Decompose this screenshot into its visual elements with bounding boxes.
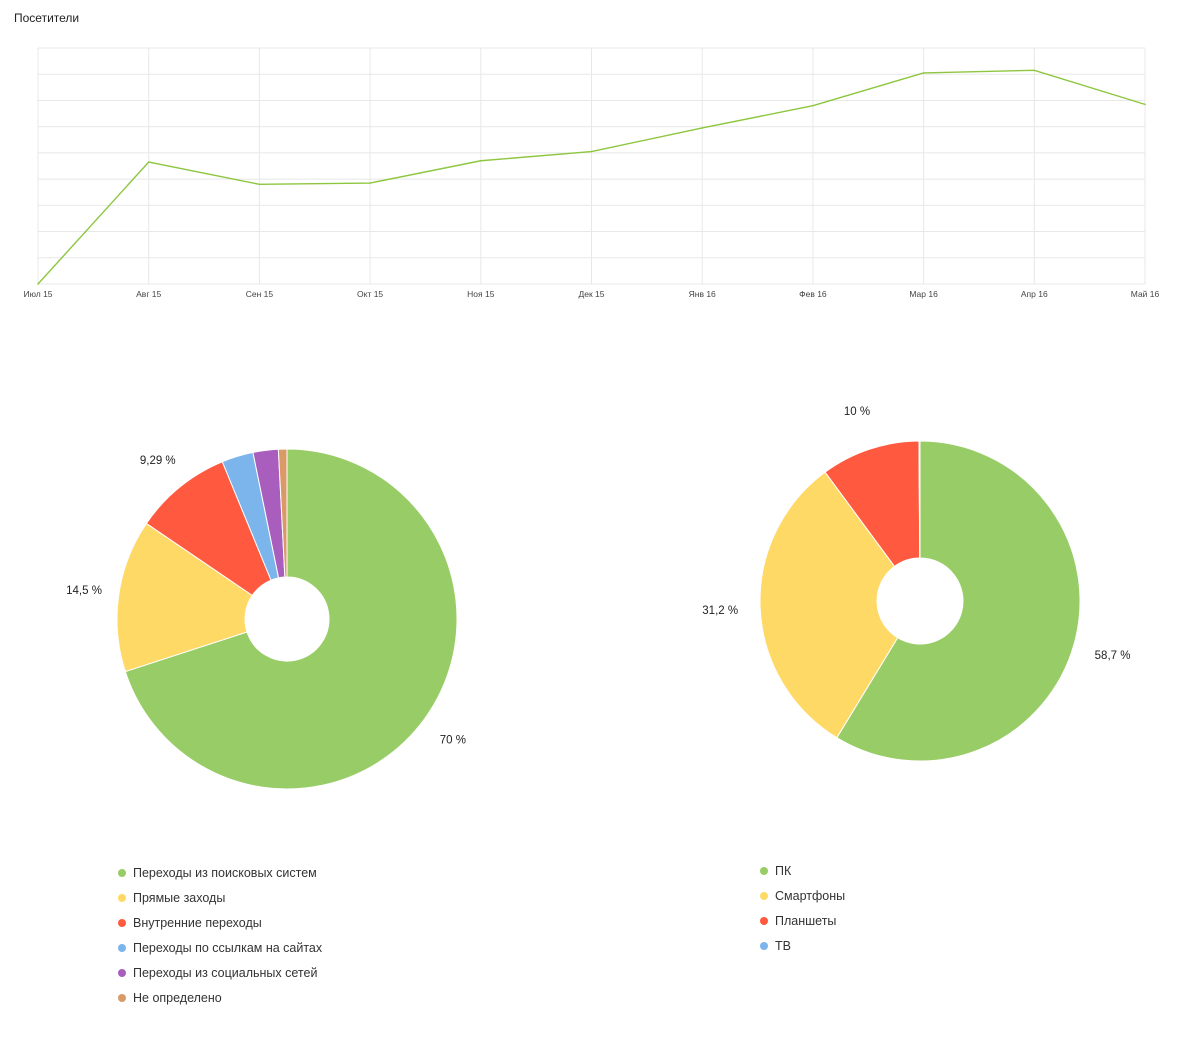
visitors-line-chart: Июл 15 Авг 15 Сен 15 Окт 15 Ноя 15 Дек 15 Янв … (23, 47, 1160, 299)
slice-label: 70 % (440, 734, 466, 746)
data-point (922, 72, 925, 74)
data-point (701, 127, 703, 129)
slice-label: 9,29 % (140, 455, 176, 467)
data-point (258, 183, 261, 186)
pie-slice (145, 461, 272, 597)
data-point (480, 159, 482, 162)
legend-item[interactable]: ТВ (760, 933, 845, 958)
slice-label: 31,2 % (702, 605, 738, 617)
x-tick-label: Авг 15 (136, 289, 161, 299)
legend-dot (118, 918, 126, 927)
x-tick-label: Дек 15 (578, 289, 604, 299)
page-title: Посетители (14, 11, 80, 25)
legend-label: Планшеты (775, 913, 837, 928)
legend-label: ТВ (775, 938, 791, 953)
legend-dot (118, 968, 126, 977)
data-point (1033, 69, 1036, 72)
legend-label: Смартфоны (775, 888, 846, 903)
legend-dot (118, 893, 126, 902)
x-tick-label: Сен 15 (246, 289, 274, 299)
legend-item[interactable]: Переходы из поисковых систем (118, 860, 322, 885)
slice-label: 58,7 % (1095, 650, 1131, 662)
devices-pie-chart: 58,7 % 31,2 % 10 % (702, 406, 1131, 762)
legend-dot (118, 993, 126, 1002)
x-tick-label: Янв 16 (689, 289, 716, 299)
pie-slice (824, 440, 921, 568)
x-tick-label: Фев 16 (799, 289, 827, 299)
data-point (1144, 103, 1146, 106)
slice-label: 10 % (844, 406, 870, 418)
legend-label: Внутренние переходы (133, 915, 262, 930)
data-point (147, 161, 150, 163)
pie-slice (918, 440, 921, 559)
devices-legend: ПК Смартфоны Планшеты ТВ (760, 858, 845, 958)
x-tick-label: Июл 15 (23, 289, 52, 299)
legend-label: Переходы из социальных сетей (133, 965, 318, 980)
legend-dot (760, 891, 768, 900)
legend-item[interactable]: Прямые заходы (118, 885, 322, 910)
legend-item[interactable]: Переходы по ссылкам на сайтах (118, 935, 322, 960)
legend-dot (760, 941, 768, 950)
legend-label: Переходы по ссылкам на сайтах (133, 940, 323, 955)
legend-label: Прямые заходы (133, 890, 226, 905)
x-tick-label: Окт 15 (357, 289, 383, 299)
x-tick-label: Май 16 (1131, 289, 1160, 299)
traffic-sources-pie-chart: 70 % 14,5 % 9,29 % (66, 448, 466, 790)
legend-item[interactable]: Переходы из социальных сетей (118, 960, 322, 985)
data-point (590, 150, 593, 153)
legend-item[interactable]: Не определено (118, 985, 322, 1010)
legend-item[interactable]: Планшеты (760, 908, 845, 933)
x-tick-label: Ноя 15 (467, 289, 495, 299)
x-tick-label: Апр 16 (1021, 289, 1048, 299)
slice-label: 14,5 % (66, 585, 102, 597)
pie-slice (124, 448, 458, 790)
pie-slice (759, 471, 899, 739)
pie-slice (116, 522, 253, 673)
pie-slice (836, 440, 1081, 762)
data-point (369, 182, 371, 184)
legend-dot (760, 916, 768, 925)
legend-dot (118, 943, 126, 952)
legend-item[interactable]: ПК (760, 858, 845, 883)
legend-dot (118, 868, 126, 877)
legend-item[interactable]: Внутренние переходы (118, 910, 322, 935)
x-tick-label: Мар 16 (909, 289, 938, 299)
legend-dot (760, 866, 768, 875)
legend-label: ПК (775, 863, 792, 878)
legend-label: Не определено (133, 990, 222, 1005)
legend-label: Переходы из поисковых систем (133, 865, 317, 880)
data-point (812, 104, 814, 107)
traffic-sources-legend: Переходы из поисковых систем Прямые захо… (118, 860, 322, 1010)
legend-item[interactable]: Смартфоны (760, 883, 845, 908)
pie-slice (277, 448, 288, 578)
data-point (37, 283, 39, 285)
